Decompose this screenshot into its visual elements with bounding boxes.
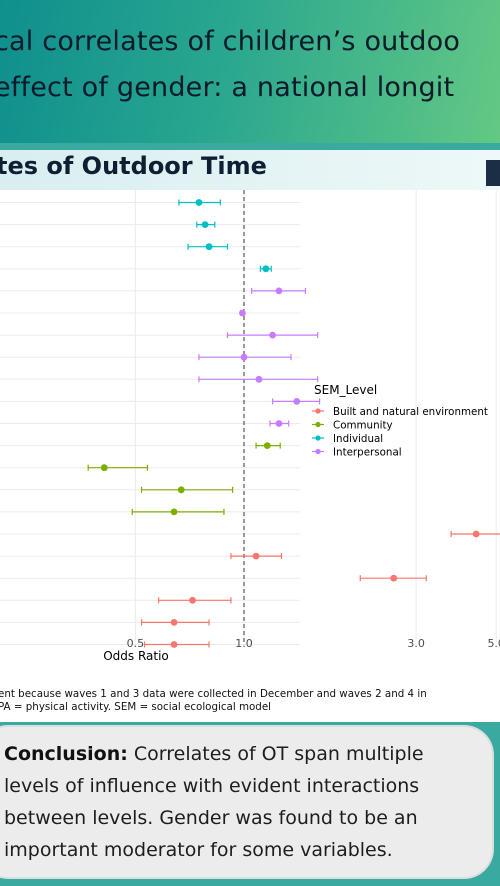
forest-row — [158, 596, 232, 604]
legend-item: Community — [312, 420, 393, 432]
x-tick-label: 5.0 — [487, 637, 500, 650]
forest-row — [198, 375, 319, 383]
forest-row — [140, 486, 234, 494]
odds-ratio-point — [239, 309, 246, 317]
odds-ratio-point — [275, 287, 283, 295]
odds-ratio-point — [100, 464, 108, 472]
odds-ratio-point — [263, 442, 271, 449]
odds-ratio-point — [293, 398, 301, 405]
side-tab-marker — [486, 160, 500, 186]
odds-ratio-point — [170, 641, 178, 648]
forest-row — [259, 265, 272, 273]
conclusion-text: Conclusion: Correlates of OT span multip… — [4, 738, 500, 866]
conclusion-box — [0, 727, 492, 877]
forest-row — [87, 464, 149, 472]
odds-ratio-point — [205, 243, 213, 251]
x-tick-label: 3.0 — [407, 637, 425, 650]
footnote: ent because waves 1 and 3 data were coll… — [0, 688, 500, 722]
legend-key-dot — [315, 448, 321, 455]
forest-row — [239, 309, 246, 317]
poster-header: cal correlates of children’s outdoo effe… — [0, 0, 500, 143]
odds-ratio-point — [269, 331, 276, 339]
odds-ratio-point — [240, 353, 248, 361]
legend-item: Interpersonal — [312, 447, 402, 459]
forest-row — [255, 442, 281, 449]
forest-row — [143, 641, 210, 648]
footnote-line-1: ent because waves 1 and 3 data were coll… — [0, 688, 427, 700]
odds-ratio-point — [201, 221, 209, 228]
conclusion-line-2: levels of influence with evident interac… — [4, 775, 420, 797]
poster-title-line-1: cal correlates of children’s outdoo — [0, 26, 461, 57]
forest-row — [269, 420, 290, 427]
legend-label: Interpersonal — [333, 447, 402, 459]
legend-item: Built and natural environment — [312, 406, 488, 418]
conclusion-label: Conclusion: — [4, 743, 128, 765]
odds-ratio-point — [472, 530, 480, 538]
conclusion-line-3: between levels. Gender was found to be a… — [4, 807, 418, 829]
legend-key-dot — [315, 408, 321, 414]
x-axis-ticks: 0.5 1.0 3.0 5.0 — [127, 637, 500, 650]
forest-row — [131, 508, 225, 516]
x-axis-label: Odds Ratio — [103, 649, 169, 663]
legend-label: Individual — [333, 433, 383, 445]
panel-title: tes of Outdoor Time — [0, 152, 267, 180]
odds-ratio-point — [255, 375, 263, 383]
legend-label: Community — [333, 420, 393, 432]
forest-row — [271, 398, 321, 405]
forest-row — [226, 331, 319, 339]
odds-ratio-point — [189, 596, 196, 604]
odds-ratio-point — [275, 420, 283, 427]
chart-panel — [0, 150, 500, 718]
footnote-line-2: PA = physical activity. SEM = social eco… — [0, 701, 272, 713]
legend-key-dot — [315, 435, 321, 441]
odds-ratio-point — [252, 552, 260, 560]
forest-row — [187, 243, 229, 251]
conclusion-line-1: Correlates of OT span multiple — [127, 743, 424, 765]
forest-row — [178, 199, 221, 206]
forest-row — [450, 530, 500, 538]
odds-ratio-point — [170, 508, 178, 516]
plot-marks — [87, 199, 500, 648]
forest-row — [251, 287, 307, 295]
forest-row — [140, 619, 210, 626]
odds-ratio-point — [195, 199, 203, 206]
forest-row — [196, 221, 216, 228]
legend-item: Individual — [312, 433, 383, 445]
x-tick-label: 0.5 — [127, 637, 145, 650]
legend-key-dot — [315, 421, 321, 428]
odds-ratio-point — [170, 619, 178, 626]
odds-ratio-point — [390, 574, 398, 582]
panel-title-bar — [0, 150, 500, 190]
legend: SEM_Level Built and natural environment Co… — [312, 383, 488, 459]
poster-title-line-2: effect of gender: a national longit — [0, 72, 455, 103]
legend-label: Built and natural environment — [333, 406, 488, 418]
forest-row — [359, 574, 427, 582]
legend-title: SEM_Level — [314, 383, 377, 397]
odds-ratio-point — [177, 486, 185, 494]
conclusion-line-4: important moderator for some variables. — [4, 839, 393, 861]
forest-plot: 0.5 1.0 3.0 5.0 Odds Ratio SEM_Level Built a… — [0, 190, 500, 663]
forest-row — [230, 552, 283, 560]
forest-row — [198, 353, 292, 361]
odds-ratio-point — [262, 265, 270, 273]
x-tick-label: 1.0 — [235, 637, 253, 650]
